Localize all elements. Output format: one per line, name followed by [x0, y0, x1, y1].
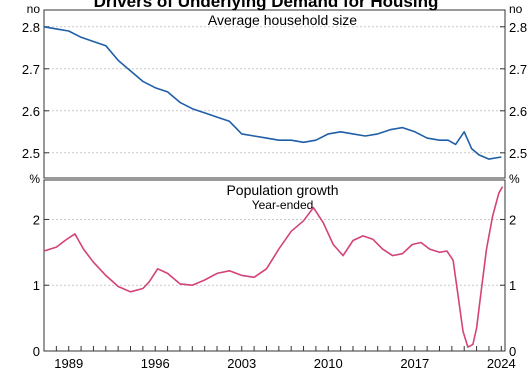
y-tick-label-right: 2.5 [509, 146, 527, 161]
y-unit-right: no [509, 2, 523, 16]
y-unit-left: no [27, 2, 41, 16]
panel-subtitle: Year-ended [252, 198, 314, 212]
y-tick-label-left: 2.8 [22, 20, 40, 35]
x-tick-label: 2017 [400, 356, 429, 371]
panel-title: Average household size [208, 12, 357, 28]
y-tick-label-right: 2.6 [509, 104, 527, 119]
x-tick-label: 2003 [227, 356, 256, 371]
y-tick-label-right: 0 [509, 344, 516, 359]
y-unit-left: % [29, 172, 40, 186]
y-tick-label-left: 1 [33, 278, 40, 293]
y-unit-right: % [509, 172, 520, 186]
x-tick-label: 1989 [54, 356, 83, 371]
x-tick-label: 1996 [141, 356, 170, 371]
panel-frame [43, 9, 506, 179]
chart-title: Drivers of Underlying Demand for Housing [94, 0, 439, 11]
x-tick-label: 2010 [314, 356, 343, 371]
panel-frame [43, 179, 506, 352]
series-line [43, 186, 504, 348]
y-tick-label-right: 1 [509, 278, 516, 293]
y-tick-label-left: 2.5 [22, 146, 40, 161]
series-line [43, 26, 502, 160]
y-tick-label-left: 2 [33, 212, 40, 227]
y-tick-label-right: 2.8 [509, 20, 527, 35]
y-tick-label-right: 2.7 [509, 62, 527, 77]
y-tick-label-left: 2.7 [22, 62, 40, 77]
y-tick-label-left: 0 [33, 344, 40, 359]
y-tick-label-right: 2 [509, 212, 516, 227]
x-tick-label: 2024 [487, 356, 516, 371]
panel-title: Population growth [226, 182, 338, 198]
y-tick-label-left: 2.6 [22, 104, 40, 119]
